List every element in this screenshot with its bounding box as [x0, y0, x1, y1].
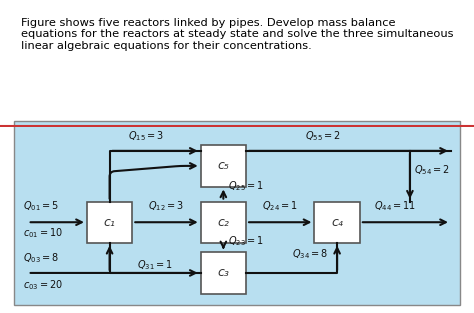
Text: Figure shows five reactors linked by pipes. Develop mass balance
equations for t: Figure shows five reactors linked by pip… — [21, 18, 453, 51]
Text: $Q_{54}=2$: $Q_{54}=2$ — [414, 163, 450, 177]
Text: $Q_{12}=3$: $Q_{12}=3$ — [148, 199, 184, 213]
Text: $Q_{34}=8$: $Q_{34}=8$ — [292, 247, 328, 261]
FancyBboxPatch shape — [201, 202, 246, 243]
Text: $c_{01}=10$: $c_{01}=10$ — [23, 226, 63, 240]
Text: $Q_{24}=1$: $Q_{24}=1$ — [262, 199, 298, 213]
Text: $Q_{44}=11$: $Q_{44}=11$ — [374, 199, 416, 213]
FancyBboxPatch shape — [14, 121, 460, 305]
Text: $Q_{31}=1$: $Q_{31}=1$ — [137, 259, 173, 272]
FancyBboxPatch shape — [201, 252, 246, 294]
Text: c₅: c₅ — [218, 159, 229, 172]
Text: $Q_{25}=1$: $Q_{25}=1$ — [228, 180, 264, 193]
Text: c₁: c₁ — [104, 216, 116, 229]
Text: $Q_{01}=5$: $Q_{01}=5$ — [23, 199, 59, 213]
Text: c₂: c₂ — [218, 216, 229, 229]
Text: $Q_{03}=8$: $Q_{03}=8$ — [23, 252, 59, 265]
FancyBboxPatch shape — [87, 202, 132, 243]
Text: $Q_{55}=2$: $Q_{55}=2$ — [305, 130, 341, 143]
Text: $Q_{23}=1$: $Q_{23}=1$ — [228, 234, 264, 248]
Text: $Q_{15}=3$: $Q_{15}=3$ — [128, 130, 164, 143]
Text: $c_{03}=20$: $c_{03}=20$ — [23, 279, 63, 292]
Text: c₄: c₄ — [331, 216, 343, 229]
Text: c₃: c₃ — [218, 266, 229, 280]
FancyBboxPatch shape — [201, 145, 246, 187]
FancyBboxPatch shape — [314, 202, 360, 243]
